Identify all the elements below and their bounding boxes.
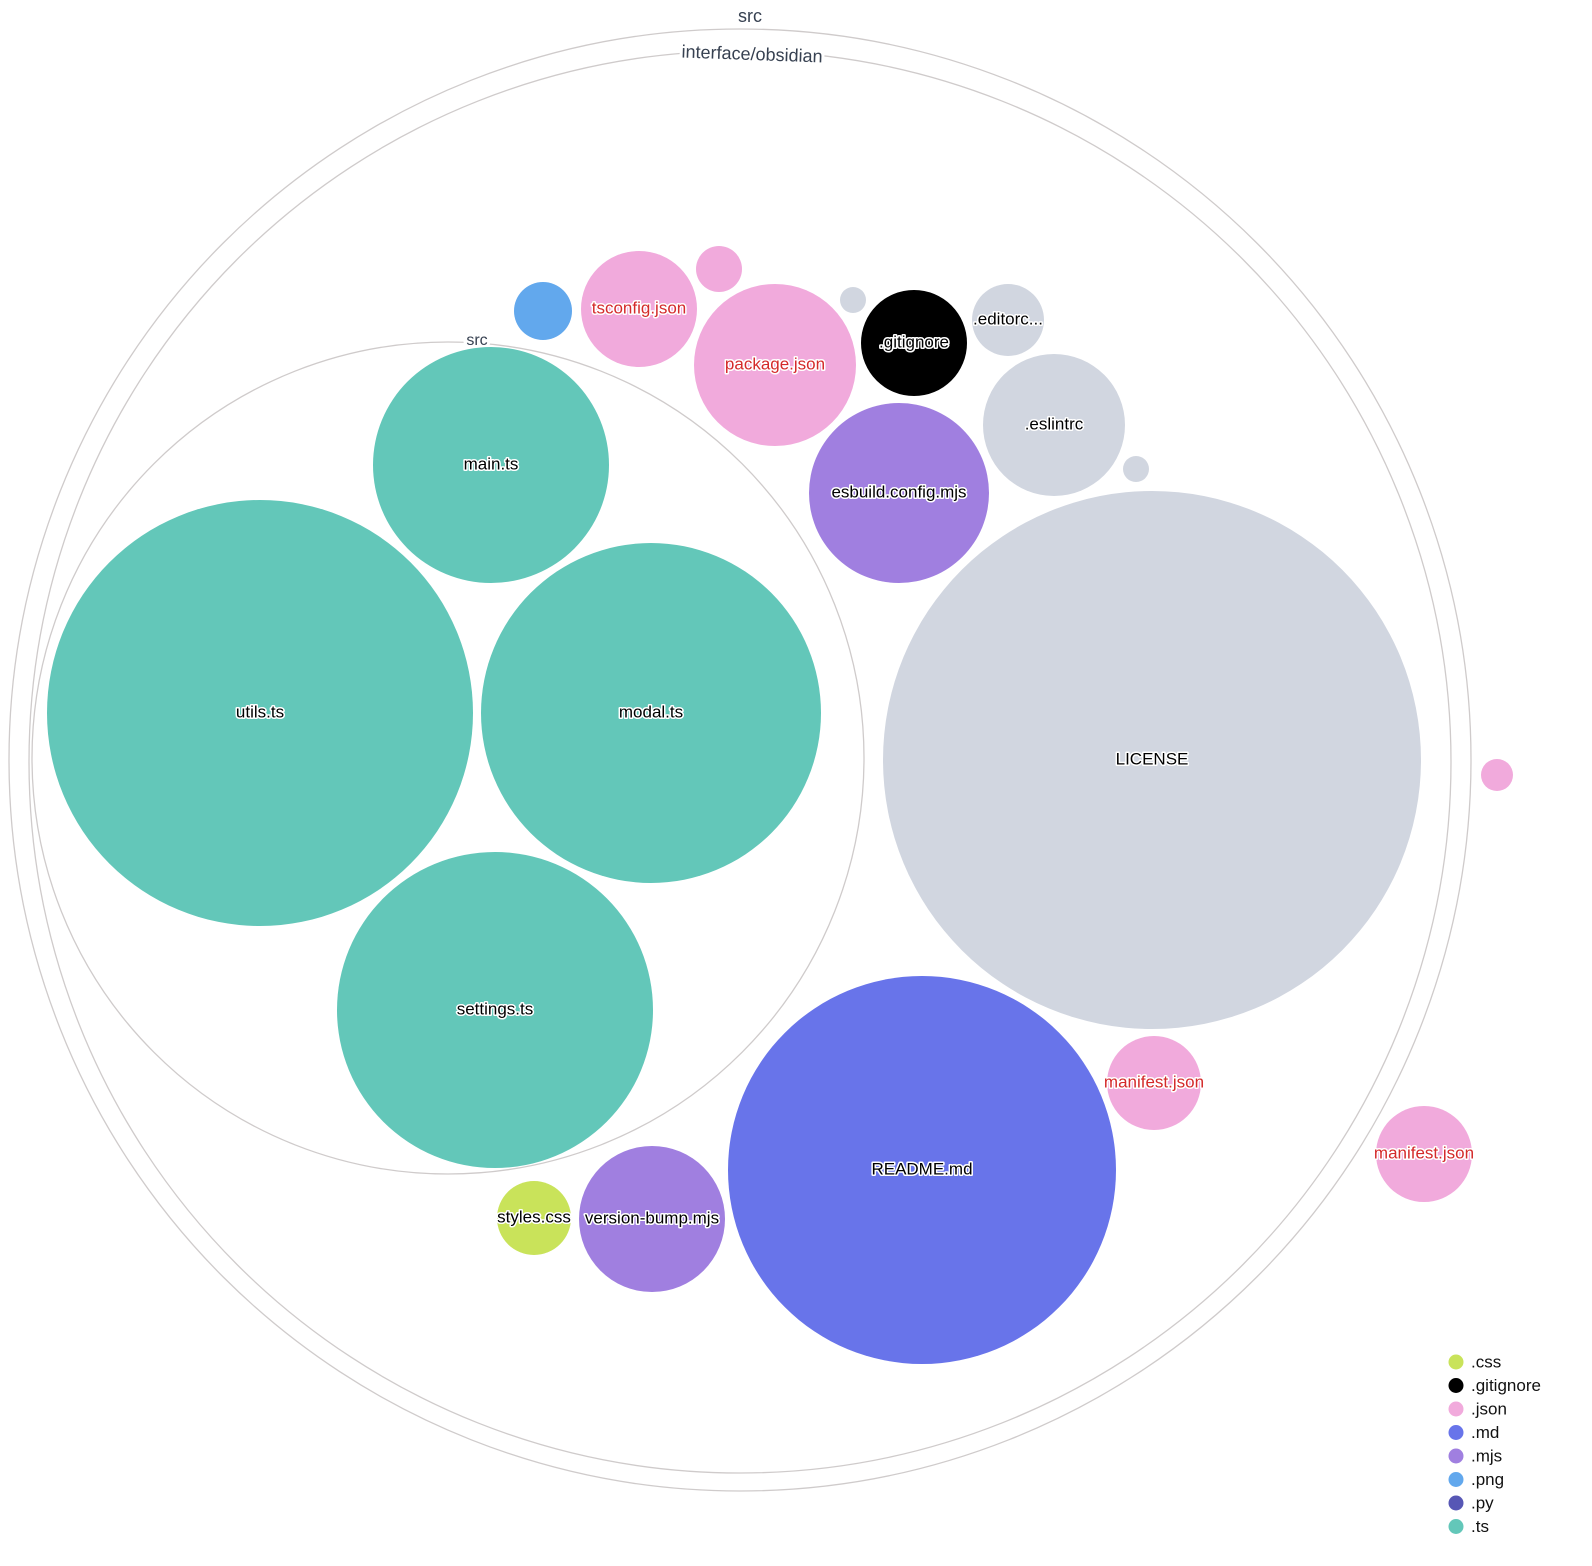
- file-label: esbuild.config.mjs: [831, 482, 966, 501]
- file-label: manifest.json: [1104, 1072, 1204, 1091]
- legend-swatch: [1448, 1401, 1464, 1417]
- file-circle[interactable]: [728, 976, 1116, 1364]
- file-node[interactable]: README.md: [728, 976, 1116, 1364]
- legend-swatch: [1448, 1472, 1464, 1487]
- file-node[interactable]: .editorc...: [972, 284, 1044, 356]
- file-circle[interactable]: [840, 287, 866, 313]
- file-circle[interactable]: [883, 491, 1421, 1029]
- legend-item: .gitignore: [1448, 1376, 1541, 1395]
- file-circle[interactable]: [809, 403, 989, 583]
- legend-swatch: [1448, 1354, 1464, 1370]
- file-label: .gitignore: [879, 332, 949, 351]
- folder-label: src: [738, 6, 762, 26]
- file-label: package.json: [725, 354, 825, 373]
- file-circle[interactable]: [514, 282, 572, 340]
- legend-item: .md: [1448, 1423, 1499, 1442]
- legend-swatch: [1448, 1448, 1464, 1464]
- legend: .css .gitignore .json .md .mjs .png .py .ts: [1448, 1352, 1541, 1536]
- legend-swatch: [1448, 1519, 1464, 1534]
- file-circle[interactable]: [497, 1181, 571, 1255]
- file-circle[interactable]: [696, 246, 742, 292]
- file-circle[interactable]: [579, 1146, 725, 1292]
- file-node[interactable]: modal.ts: [481, 543, 821, 883]
- folder-src-inner[interactable]: src: [31, 329, 865, 1175]
- file-circle[interactable]: [983, 354, 1125, 496]
- file-node[interactable]: esbuild.config.mjs: [809, 403, 989, 583]
- file-label: main.ts: [464, 454, 519, 473]
- file-circle[interactable]: [47, 500, 473, 926]
- file-label: settings.ts: [457, 999, 534, 1018]
- legend-item: .py: [1448, 1493, 1494, 1512]
- legend-label: .mjs: [1471, 1446, 1502, 1465]
- file-node[interactable]: manifest.json: [1102, 1036, 1206, 1130]
- legend-label: .gitignore: [1471, 1376, 1541, 1395]
- legend-item: .ts: [1448, 1517, 1489, 1536]
- legend-label: .ts: [1471, 1517, 1489, 1536]
- file-node[interactable]: styles.css: [496, 1181, 572, 1255]
- legend-label: .json: [1471, 1399, 1507, 1418]
- file-node[interactable]: tsconfig.json: [581, 251, 697, 367]
- file-label: .eslintrc: [1025, 414, 1084, 433]
- file-label: .editorc...: [973, 309, 1043, 328]
- file-circle[interactable]: [337, 852, 653, 1168]
- legend-swatch: [1448, 1378, 1464, 1393]
- file-node[interactable]: settings.ts: [337, 852, 653, 1168]
- file-node[interactable]: [1481, 759, 1513, 791]
- legend-swatch: [1448, 1425, 1464, 1440]
- file-circles: main.ts utils.ts modal.ts settings.ts LICENS…: [47, 246, 1513, 1364]
- file-node[interactable]: main.ts: [373, 347, 609, 583]
- file-circle[interactable]: [581, 251, 697, 367]
- legend-label: .png: [1471, 1470, 1504, 1489]
- file-label: utils.ts: [236, 702, 284, 721]
- file-node[interactable]: version-bump.mjs: [579, 1146, 725, 1292]
- file-node[interactable]: utils.ts: [47, 500, 473, 926]
- legend-item: .mjs: [1448, 1446, 1502, 1465]
- file-circle[interactable]: [1376, 1106, 1472, 1202]
- file-circle[interactable]: [1107, 1036, 1201, 1130]
- file-circle[interactable]: [694, 284, 856, 446]
- file-node[interactable]: package.json: [694, 284, 856, 446]
- file-node[interactable]: .gitignore: [861, 290, 967, 396]
- file-label: README.md: [871, 1159, 972, 1178]
- folder-label: interface/obsidian: [681, 42, 823, 67]
- folder-label: src: [466, 332, 487, 349]
- legend-item: .css: [1448, 1352, 1501, 1371]
- file-node[interactable]: [514, 282, 572, 340]
- file-node[interactable]: [1123, 456, 1149, 482]
- file-node[interactable]: [696, 246, 742, 292]
- file-label: tsconfig.json: [592, 298, 687, 317]
- file-node[interactable]: manifest.json: [1372, 1106, 1476, 1202]
- legend-label: .css: [1471, 1352, 1501, 1371]
- file-circle[interactable]: [373, 347, 609, 583]
- file-label: manifest.json: [1374, 1143, 1474, 1162]
- file-label: LICENSE: [1116, 749, 1189, 768]
- file-label: styles.css: [497, 1207, 571, 1226]
- legend-label: .py: [1471, 1493, 1494, 1512]
- file-circle[interactable]: [861, 290, 967, 396]
- file-label: version-bump.mjs: [585, 1208, 719, 1227]
- file-node[interactable]: .eslintrc: [983, 354, 1125, 496]
- file-circle[interactable]: [1123, 456, 1149, 482]
- file-label: modal.ts: [619, 702, 683, 721]
- legend-swatch: [1448, 1495, 1464, 1511]
- file-circle[interactable]: [481, 543, 821, 883]
- legend-item: .json: [1448, 1399, 1507, 1418]
- file-circle[interactable]: [1481, 759, 1513, 791]
- file-circle[interactable]: [972, 284, 1044, 356]
- legend-label: .md: [1471, 1423, 1499, 1442]
- legend-item: .png: [1448, 1470, 1504, 1489]
- file-node[interactable]: LICENSE: [883, 491, 1421, 1029]
- file-node[interactable]: [840, 287, 866, 313]
- folder-src-outer[interactable]: src: [8, 3, 1472, 1492]
